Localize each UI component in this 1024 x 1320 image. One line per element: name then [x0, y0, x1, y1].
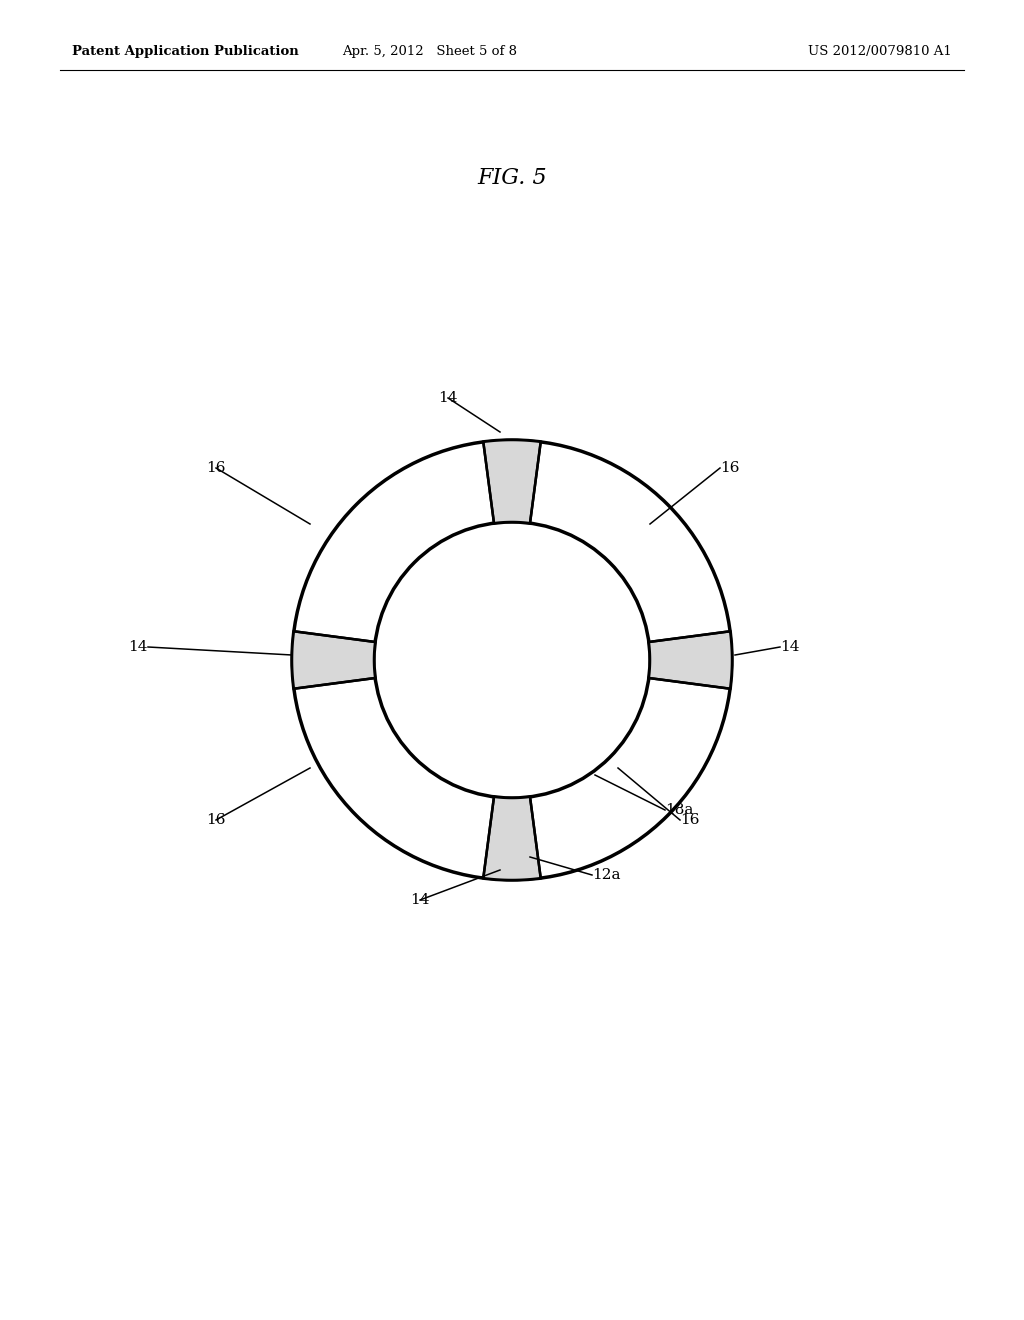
Text: FIG. 5: FIG. 5	[477, 168, 547, 189]
Text: 16: 16	[680, 813, 699, 828]
Text: 18a: 18a	[665, 803, 693, 817]
Text: US 2012/0079810 A1: US 2012/0079810 A1	[808, 45, 952, 58]
Text: Apr. 5, 2012   Sheet 5 of 8: Apr. 5, 2012 Sheet 5 of 8	[342, 45, 517, 58]
Text: 16: 16	[206, 461, 225, 475]
Text: 14: 14	[411, 894, 430, 907]
Circle shape	[374, 521, 650, 799]
Text: 14: 14	[780, 640, 800, 653]
Text: 16: 16	[206, 813, 225, 828]
Text: 16: 16	[720, 461, 739, 475]
Text: 14: 14	[438, 391, 458, 405]
Circle shape	[292, 440, 732, 880]
Polygon shape	[483, 797, 541, 880]
Text: 12a: 12a	[592, 869, 621, 882]
Text: Patent Application Publication: Patent Application Publication	[72, 45, 299, 58]
Text: 14: 14	[128, 640, 148, 653]
Polygon shape	[292, 631, 375, 689]
Polygon shape	[649, 631, 732, 689]
Polygon shape	[483, 440, 541, 523]
